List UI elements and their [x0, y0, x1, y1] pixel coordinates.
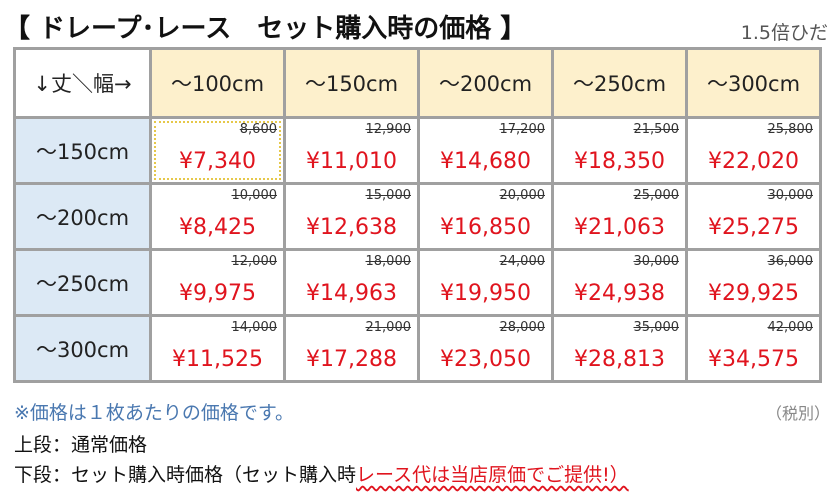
set-price: ¥19,950 [440, 281, 531, 306]
height-header: ～300cm [13, 314, 152, 383]
set-price: ¥25,275 [708, 215, 799, 240]
regular-price: 42,000 [767, 320, 814, 335]
price-cell: 14,000 ¥11,525 [149, 314, 286, 383]
set-price: ¥11,525 [172, 347, 263, 372]
regular-price: 17,200 [499, 122, 546, 137]
set-price: ¥21,063 [574, 215, 665, 240]
set-price: ¥12,638 [306, 215, 397, 240]
set-price: ¥16,850 [440, 215, 531, 240]
set-price: ¥9,975 [179, 281, 256, 306]
set-price: ¥17,288 [306, 347, 397, 372]
price-cell: 30,000 ¥24,938 [551, 248, 688, 317]
height-header: ～250cm [13, 248, 152, 317]
set-price: ¥23,050 [440, 347, 531, 372]
regular-price: 24,000 [499, 254, 546, 269]
regular-price: 21,000 [365, 320, 412, 335]
regular-price: 12,900 [365, 122, 412, 137]
fold-note: 1.5倍ひだ [740, 22, 828, 44]
width-header: ～300cm [685, 47, 822, 119]
price-cell: 17,200 ¥14,680 [417, 116, 554, 185]
price-cell: 36,000 ¥29,925 [685, 248, 822, 317]
price-cell: 25,800 ¥22,020 [685, 116, 822, 185]
price-cell: 8,600 ¥7,340 [149, 116, 286, 185]
set-price: ¥29,925 [708, 281, 799, 306]
width-header: ～200cm [417, 47, 554, 119]
regular-price: 21,500 [633, 122, 680, 137]
regular-price: 36,000 [767, 254, 814, 269]
price-cell: 25,000 ¥21,063 [551, 182, 688, 251]
legend-lower-highlight: レース代は当店原価でご提供!） [356, 464, 629, 486]
set-price: ¥22,020 [708, 149, 799, 174]
price-cell: 15,000 ¥12,638 [283, 182, 420, 251]
set-price: ¥8,425 [179, 215, 256, 240]
selection-outline [154, 121, 281, 180]
price-cell: 12,900 ¥11,010 [283, 116, 420, 185]
price-cell: 20,000 ¥16,850 [417, 182, 554, 251]
tax-note: （税別） [765, 404, 830, 423]
set-price: ¥18,350 [574, 149, 665, 174]
regular-price: 35,000 [633, 320, 680, 335]
regular-price: 15,000 [365, 188, 412, 203]
legend-upper: 上段：通常価格 [14, 434, 148, 456]
set-price: ¥34,575 [708, 347, 799, 372]
title: 【 ドレープ･レース セット購入時の価格 】 [4, 14, 527, 44]
regular-price: 14,000 [231, 320, 278, 335]
regular-price: 8,600 [239, 122, 277, 137]
price-cell: 35,000 ¥28,813 [551, 314, 688, 383]
height-header: ～200cm [13, 182, 152, 251]
regular-price: 30,000 [767, 188, 814, 203]
regular-price: 25,800 [767, 122, 814, 137]
price-cell: 21,500 ¥18,350 [551, 116, 688, 185]
legend-lower-text: 下段：セット購入時価格（セット購入時 [14, 464, 357, 486]
set-price: ¥28,813 [574, 347, 665, 372]
regular-price: 20,000 [499, 188, 546, 203]
price-cell: 10,000 ¥8,425 [149, 182, 286, 251]
regular-price: 28,000 [499, 320, 546, 335]
regular-price: 18,000 [365, 254, 412, 269]
set-price: ¥14,963 [306, 281, 397, 306]
regular-price: 10,000 [231, 188, 278, 203]
set-price: ¥14,680 [440, 149, 531, 174]
price-cell: 18,000 ¥14,963 [283, 248, 420, 317]
price-cell: 28,000 ¥23,050 [417, 314, 554, 383]
price-cell: 42,000 ¥34,575 [685, 314, 822, 383]
footer-note: ※価格は１枚あたりの価格です。 [14, 402, 295, 424]
price-cell: 21,000 ¥17,288 [283, 314, 420, 383]
width-header: ～100cm [149, 47, 286, 119]
set-price: ¥24,938 [574, 281, 665, 306]
width-header: ～150cm [283, 47, 420, 119]
legend-lower: 下段：セット購入時価格（セット購入時レース代は当店原価でご提供!） [14, 460, 629, 487]
regular-price: 30,000 [633, 254, 680, 269]
set-price: ¥11,010 [306, 149, 397, 174]
corner-header: ↓丈＼幅→ [13, 47, 152, 119]
width-header: ～250cm [551, 47, 688, 119]
height-header: ～150cm [13, 116, 152, 185]
regular-price: 25,000 [633, 188, 680, 203]
regular-price: 12,000 [231, 254, 278, 269]
price-cell: 12,000 ¥9,975 [149, 248, 286, 317]
price-cell: 24,000 ¥19,950 [417, 248, 554, 317]
price-cell: 30,000 ¥25,275 [685, 182, 822, 251]
set-price: ¥7,340 [179, 149, 256, 174]
